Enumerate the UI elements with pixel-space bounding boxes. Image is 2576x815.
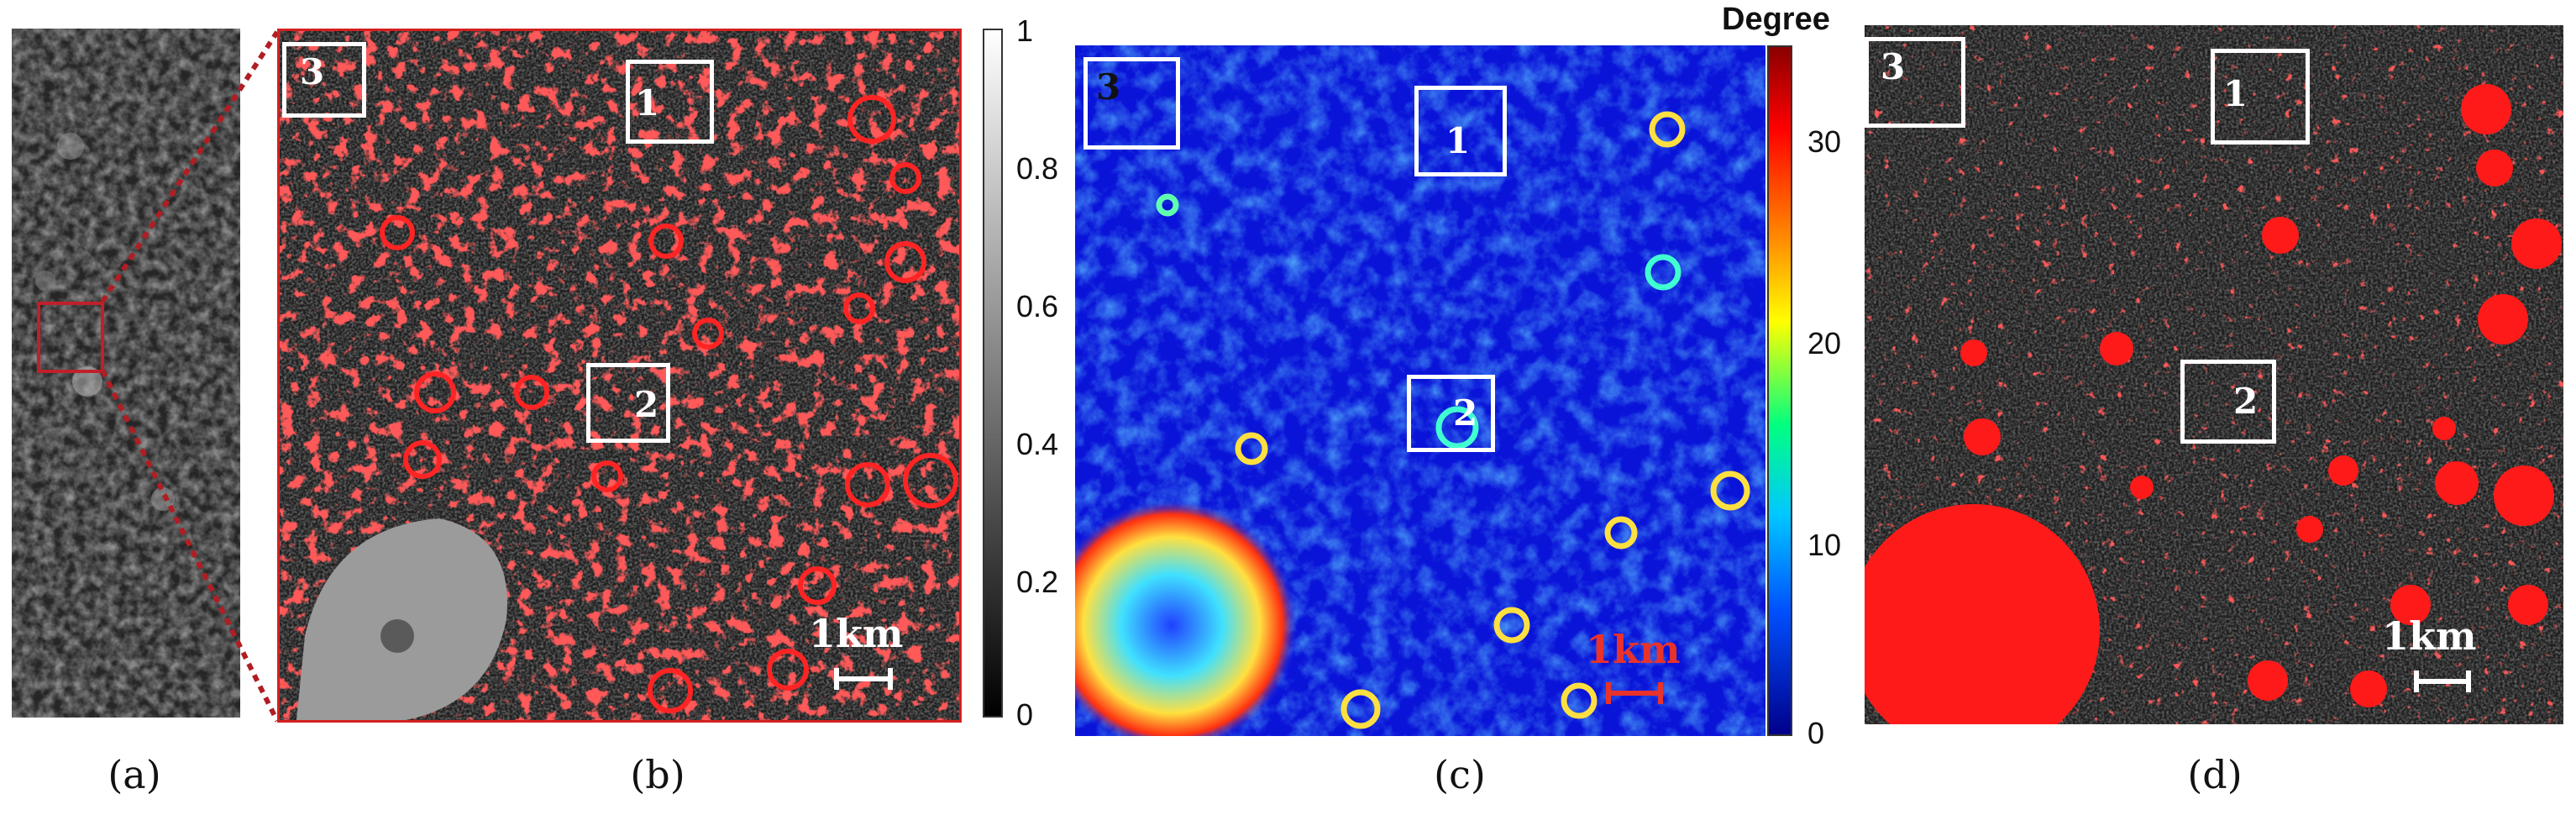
panel-c-roi-1-label: 1 bbox=[1445, 120, 1471, 161]
colorbar-gray bbox=[983, 29, 1003, 718]
colorbar-jet-tick-30: 30 bbox=[1807, 124, 1842, 159]
panel-d-image: 3 1 2 1km bbox=[1865, 25, 2563, 724]
caption-b: (b) bbox=[630, 752, 685, 797]
panel-c-roi-3: 3 bbox=[1083, 57, 1180, 150]
panel-c-roi-1: 1 bbox=[1414, 86, 1507, 176]
colorbar-jet-title: Degree bbox=[1722, 2, 1830, 37]
panel-d-roi-3-label: 3 bbox=[1881, 46, 1906, 87]
colorbar-gray-tick-0-4: 0.4 bbox=[1016, 427, 1059, 461]
panel-d-scale-bar bbox=[2414, 670, 2471, 692]
colorbar-jet-tick-20: 20 bbox=[1807, 326, 1842, 360]
panel-c-roi-3-label: 3 bbox=[1096, 66, 1121, 108]
panel-c-scale-bar bbox=[1606, 682, 1663, 704]
colorbar-jet bbox=[1767, 45, 1792, 736]
panel-b-roi-1: 1 bbox=[626, 60, 714, 144]
colorbar-gray-tick-0-6: 0.6 bbox=[1016, 289, 1059, 323]
panel-d-roi-3: 3 bbox=[1865, 37, 1965, 128]
panel-a-terrain bbox=[12, 29, 240, 718]
panel-a-selection-box bbox=[37, 302, 104, 373]
panel-b-roi-2-label: 2 bbox=[634, 384, 659, 425]
panel-d-scale-label: 1km bbox=[2382, 613, 2477, 659]
colorbar-gray-tick-0: 0 bbox=[1016, 697, 1034, 732]
colorbar-jet-tick-10: 10 bbox=[1807, 528, 1842, 562]
panel-c-roi-2: 2 bbox=[1407, 375, 1495, 452]
colorbar-gray-tick-0-2: 0.2 bbox=[1016, 565, 1059, 599]
panel-d-roi-2-label: 2 bbox=[2233, 381, 2259, 422]
panel-b-scale-bar bbox=[834, 668, 893, 690]
panel-b-roi-1-label: 1 bbox=[635, 82, 660, 124]
panel-a-image bbox=[12, 29, 240, 718]
colorbar-gray-tick-0-8: 0.8 bbox=[1016, 151, 1059, 186]
caption-d: (d) bbox=[2187, 752, 2243, 797]
panel-b-roi-3: 3 bbox=[282, 42, 366, 118]
panel-b-scale-label: 1km bbox=[809, 611, 904, 656]
colorbar-gray-tick-1: 1 bbox=[1016, 13, 1034, 48]
panel-c-slope-map bbox=[1075, 45, 1765, 736]
panel-b-roi-3-label: 3 bbox=[300, 51, 325, 92]
panel-b-overlay bbox=[280, 31, 959, 720]
caption-a: (a) bbox=[108, 752, 161, 797]
panel-d-roi-1-label: 1 bbox=[2223, 73, 2248, 114]
panel-c-roi-2-label: 2 bbox=[1453, 392, 1478, 434]
panel-d-roi-2: 2 bbox=[2180, 360, 2276, 444]
caption-c: (c) bbox=[1434, 752, 1486, 797]
panel-c-scale-label: 1km bbox=[1586, 627, 1681, 672]
panel-c-image: 3 1 2 1km bbox=[1075, 45, 1765, 736]
panel-b-roi-2: 2 bbox=[586, 363, 670, 443]
panel-b-image: 3 1 2 1km bbox=[277, 29, 962, 723]
colorbar-jet-tick-0: 0 bbox=[1807, 716, 1825, 750]
panel-d-roi-1: 1 bbox=[2211, 49, 2310, 145]
